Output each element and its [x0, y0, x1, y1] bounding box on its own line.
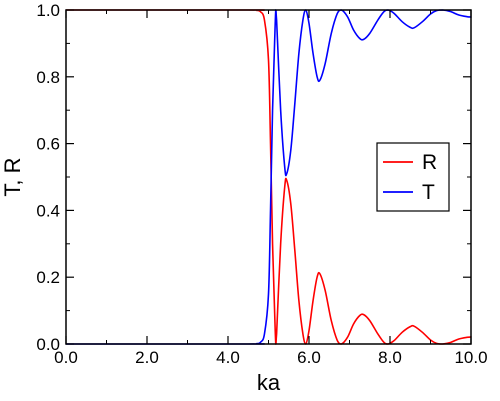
x-tick-label: 2.0	[135, 348, 159, 367]
y-axis-title: T, R	[0, 157, 25, 196]
y-tick-label: 0.4	[36, 201, 60, 220]
x-tick-label: 10.0	[454, 348, 487, 367]
y-tick-label: 0.2	[36, 268, 60, 287]
x-axis-title: ka	[257, 370, 281, 395]
x-tick-label: 4.0	[216, 348, 240, 367]
legend: RT	[376, 142, 450, 212]
y-tick-label: 0.0	[36, 335, 60, 354]
x-tick-label: 8.0	[378, 348, 402, 367]
legend-label-t: T	[422, 181, 435, 204]
y-tick-label: 0.6	[36, 135, 60, 154]
legend-label-r: R	[422, 151, 437, 174]
series-r-line	[65, 9, 472, 345]
y-tick-label: 1.0	[36, 1, 60, 20]
x-axis-ticks: 0.0 2.0 4.0 6.0 8.0 10.0	[54, 10, 488, 367]
y-axis-ticks: 0.0 0.2 0.4 0.6 0.8 1.0	[36, 1, 471, 354]
series-t-line	[65, 9, 472, 345]
x-tick-label: 0.0	[54, 348, 78, 367]
plot-lines	[65, 9, 472, 345]
x-tick-label: 6.0	[297, 348, 321, 367]
legend-box	[376, 142, 450, 212]
y-tick-label: 0.8	[36, 68, 60, 87]
